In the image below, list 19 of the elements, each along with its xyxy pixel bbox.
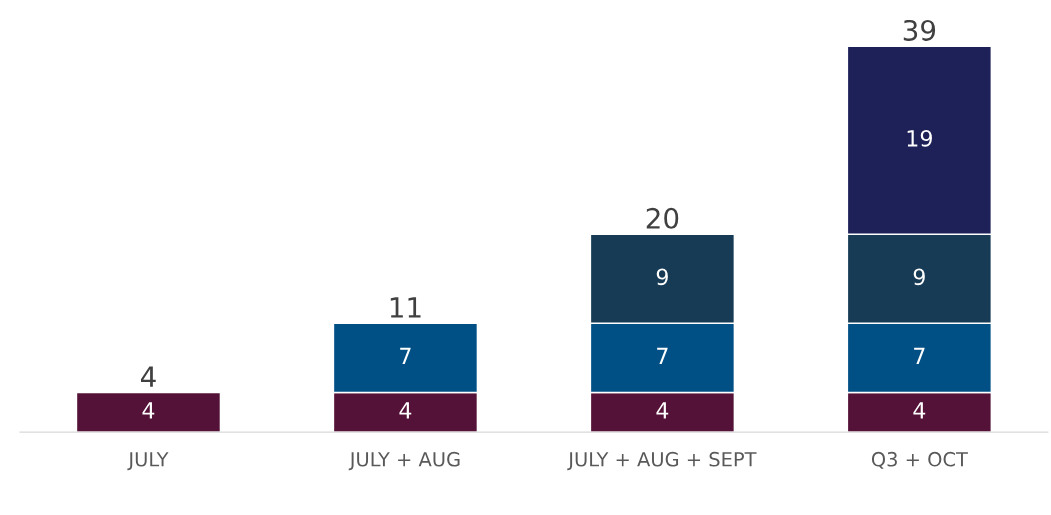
total-label: 39 (903, 19, 936, 41)
x-tick-label: Q3 + OCT (871, 451, 968, 469)
x-tick-label: JULY (127, 452, 169, 471)
data-label: 7 (914, 347, 925, 365)
data-label: 9 (913, 268, 925, 286)
data-label: 4 (399, 402, 412, 419)
x-tick-label: JULY + AUG + SEPT (567, 451, 757, 471)
x-tick-label: JULY + AUG (348, 451, 460, 471)
data-label: 4 (913, 402, 926, 419)
data-label: 4 (142, 402, 155, 419)
total-label: 4 (140, 366, 156, 387)
data-label: 4 (656, 402, 669, 419)
bar (75, 391, 222, 433)
data-label: 7 (400, 347, 411, 365)
data-label: 7 (657, 347, 668, 365)
total-label: 11 (390, 297, 421, 318)
total-label: 20 (646, 207, 679, 229)
data-label: 19 (907, 129, 932, 147)
data-label: 9 (656, 268, 668, 286)
